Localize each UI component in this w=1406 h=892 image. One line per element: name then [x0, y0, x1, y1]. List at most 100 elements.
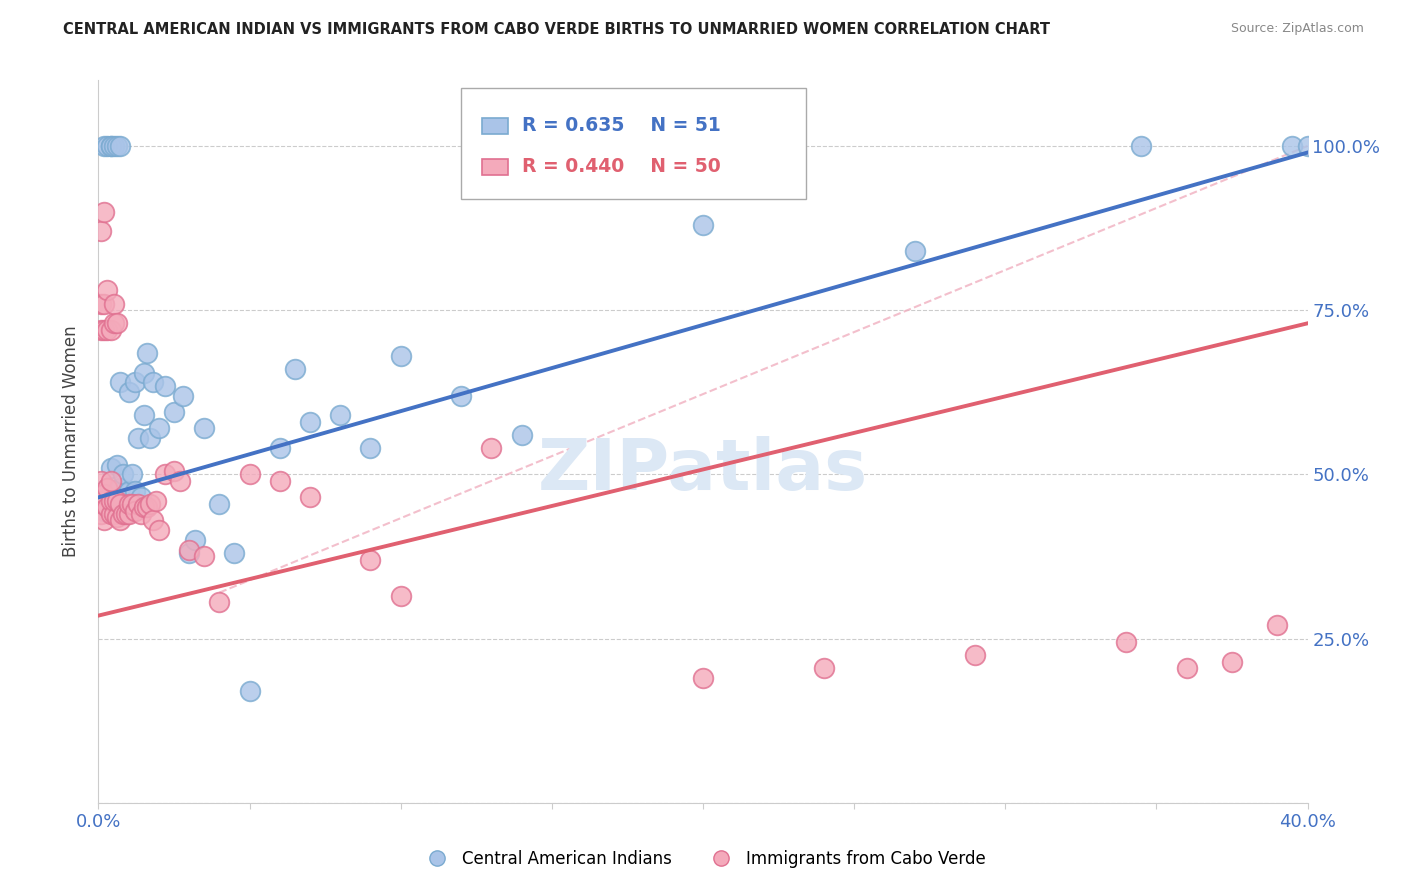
Point — [179, 546, 201, 560]
Point — [965, 648, 987, 662]
Point — [127, 497, 149, 511]
Point — [96, 139, 118, 153]
Point — [139, 431, 162, 445]
Point — [142, 513, 165, 527]
Text: R = 0.440    N = 50: R = 0.440 N = 50 — [522, 158, 720, 177]
Point — [269, 474, 291, 488]
Point — [139, 497, 162, 511]
Point — [299, 415, 322, 429]
Point — [1115, 635, 1137, 649]
Point — [172, 388, 194, 402]
Text: R = 0.635    N = 51: R = 0.635 N = 51 — [522, 116, 720, 136]
Point — [1296, 139, 1319, 153]
Point — [90, 224, 112, 238]
Point — [114, 507, 136, 521]
Legend: Central American Indians, Immigrants from Cabo Verde: Central American Indians, Immigrants fro… — [413, 844, 993, 875]
Point — [93, 503, 115, 517]
Point — [208, 497, 231, 511]
Point — [103, 507, 125, 521]
Point — [90, 493, 112, 508]
Point — [111, 467, 134, 482]
Point — [93, 139, 115, 153]
Point — [100, 487, 122, 501]
Point — [103, 316, 125, 330]
Point — [96, 500, 118, 515]
Point — [93, 487, 115, 501]
Point — [108, 376, 131, 390]
Point — [1267, 618, 1289, 632]
Point — [510, 428, 533, 442]
Point — [148, 523, 170, 537]
Point — [1220, 655, 1243, 669]
Point — [90, 507, 112, 521]
Point — [904, 244, 927, 258]
Point — [169, 474, 191, 488]
Point — [1281, 139, 1303, 153]
FancyBboxPatch shape — [461, 87, 806, 200]
Point — [105, 510, 128, 524]
Point — [129, 507, 152, 521]
Point — [184, 533, 207, 547]
Point — [105, 493, 128, 508]
Point — [389, 589, 412, 603]
FancyBboxPatch shape — [482, 159, 509, 175]
Point — [103, 507, 125, 521]
Point — [163, 405, 186, 419]
Point — [692, 218, 714, 232]
Point — [360, 553, 382, 567]
Point — [96, 497, 118, 511]
Point — [450, 388, 472, 402]
Point — [118, 507, 141, 521]
Point — [129, 491, 152, 505]
Point — [692, 671, 714, 685]
Point — [93, 497, 115, 511]
Point — [93, 296, 115, 310]
Point — [103, 493, 125, 508]
Point — [329, 409, 352, 423]
Point — [124, 503, 146, 517]
Point — [132, 366, 155, 380]
Point — [224, 546, 246, 560]
Point — [239, 467, 262, 482]
FancyBboxPatch shape — [482, 118, 509, 134]
Point — [208, 595, 231, 609]
Point — [124, 483, 146, 498]
Point — [360, 441, 382, 455]
Point — [118, 385, 141, 400]
Point — [813, 661, 835, 675]
Point — [269, 441, 291, 455]
Point — [93, 323, 115, 337]
Point — [179, 542, 201, 557]
Point — [93, 204, 115, 219]
Point — [105, 316, 128, 330]
Point — [100, 503, 122, 517]
Point — [93, 513, 115, 527]
Y-axis label: Births to Unmarried Women: Births to Unmarried Women — [62, 326, 80, 558]
Point — [96, 481, 118, 495]
Text: ZIPatlas: ZIPatlas — [538, 436, 868, 505]
Point — [148, 421, 170, 435]
Point — [105, 139, 128, 153]
Point — [100, 474, 122, 488]
Point — [239, 684, 262, 698]
Point — [118, 497, 141, 511]
Text: CENTRAL AMERICAN INDIAN VS IMMIGRANTS FROM CABO VERDE BIRTHS TO UNMARRIED WOMEN : CENTRAL AMERICAN INDIAN VS IMMIGRANTS FR… — [63, 22, 1050, 37]
Point — [163, 464, 186, 478]
Point — [96, 284, 118, 298]
Point — [389, 349, 412, 363]
Point — [121, 467, 143, 482]
Point — [90, 323, 112, 337]
Point — [1175, 661, 1198, 675]
Point — [127, 431, 149, 445]
Point — [103, 296, 125, 310]
Point — [193, 421, 215, 435]
Point — [105, 458, 128, 472]
Point — [142, 376, 165, 390]
Point — [108, 497, 131, 511]
Point — [105, 503, 128, 517]
Point — [124, 376, 146, 390]
Point — [96, 323, 118, 337]
Point — [114, 507, 136, 521]
Point — [118, 483, 141, 498]
Point — [100, 460, 122, 475]
